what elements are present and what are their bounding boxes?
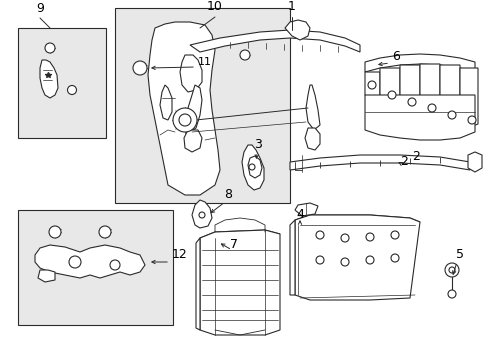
Polygon shape	[148, 22, 220, 195]
Polygon shape	[364, 95, 474, 140]
Circle shape	[45, 43, 55, 53]
Circle shape	[67, 85, 76, 94]
Circle shape	[365, 256, 373, 264]
Circle shape	[427, 104, 435, 112]
Circle shape	[448, 267, 454, 273]
Circle shape	[367, 81, 375, 89]
Polygon shape	[459, 68, 477, 127]
Polygon shape	[40, 60, 58, 98]
Circle shape	[240, 50, 249, 60]
Text: 7: 7	[229, 238, 238, 251]
Polygon shape	[200, 230, 280, 335]
Polygon shape	[305, 85, 319, 130]
Polygon shape	[419, 64, 439, 120]
Polygon shape	[294, 203, 317, 216]
Circle shape	[444, 263, 458, 277]
Circle shape	[179, 114, 191, 126]
Circle shape	[49, 226, 61, 238]
Circle shape	[69, 256, 81, 268]
Text: 3: 3	[253, 138, 262, 151]
Polygon shape	[200, 230, 280, 242]
Polygon shape	[35, 245, 145, 278]
Bar	[115, 8, 289, 203]
Text: 9: 9	[36, 2, 44, 15]
Bar	[18, 28, 106, 138]
Polygon shape	[190, 30, 359, 52]
Polygon shape	[247, 156, 262, 178]
Polygon shape	[439, 65, 459, 124]
Text: 2: 2	[399, 155, 407, 168]
Polygon shape	[196, 238, 200, 330]
Polygon shape	[399, 65, 419, 115]
Text: 6: 6	[391, 50, 399, 63]
Polygon shape	[242, 145, 264, 190]
Circle shape	[110, 260, 120, 270]
Circle shape	[340, 258, 348, 266]
Text: 11: 11	[198, 57, 212, 67]
Circle shape	[390, 231, 398, 239]
Polygon shape	[294, 215, 419, 228]
Circle shape	[199, 212, 204, 218]
Circle shape	[99, 226, 111, 238]
Circle shape	[467, 116, 475, 124]
Circle shape	[315, 231, 324, 239]
Polygon shape	[305, 128, 319, 150]
Circle shape	[387, 91, 395, 99]
Polygon shape	[192, 200, 212, 228]
Circle shape	[173, 108, 197, 132]
Text: 10: 10	[206, 0, 223, 13]
Polygon shape	[294, 215, 419, 300]
Circle shape	[407, 98, 415, 106]
Polygon shape	[467, 152, 481, 172]
Polygon shape	[289, 155, 469, 170]
Polygon shape	[285, 20, 309, 40]
Circle shape	[248, 164, 254, 170]
Polygon shape	[379, 68, 399, 108]
Text: 2: 2	[411, 150, 419, 163]
Text: 12: 12	[172, 248, 187, 261]
Text: 4: 4	[295, 208, 303, 221]
Circle shape	[365, 233, 373, 241]
Circle shape	[447, 290, 455, 298]
Text: 1: 1	[287, 0, 295, 13]
Circle shape	[133, 61, 147, 75]
Polygon shape	[38, 270, 55, 282]
Polygon shape	[160, 85, 172, 120]
Circle shape	[390, 254, 398, 262]
Polygon shape	[289, 220, 294, 295]
Text: 5: 5	[455, 248, 463, 261]
Circle shape	[447, 111, 455, 119]
Polygon shape	[185, 85, 202, 132]
Polygon shape	[183, 130, 202, 152]
Circle shape	[340, 234, 348, 242]
Polygon shape	[180, 55, 202, 92]
Circle shape	[315, 256, 324, 264]
Polygon shape	[364, 54, 474, 72]
Bar	[18, 210, 173, 325]
Text: 8: 8	[224, 188, 231, 201]
Polygon shape	[364, 72, 379, 98]
